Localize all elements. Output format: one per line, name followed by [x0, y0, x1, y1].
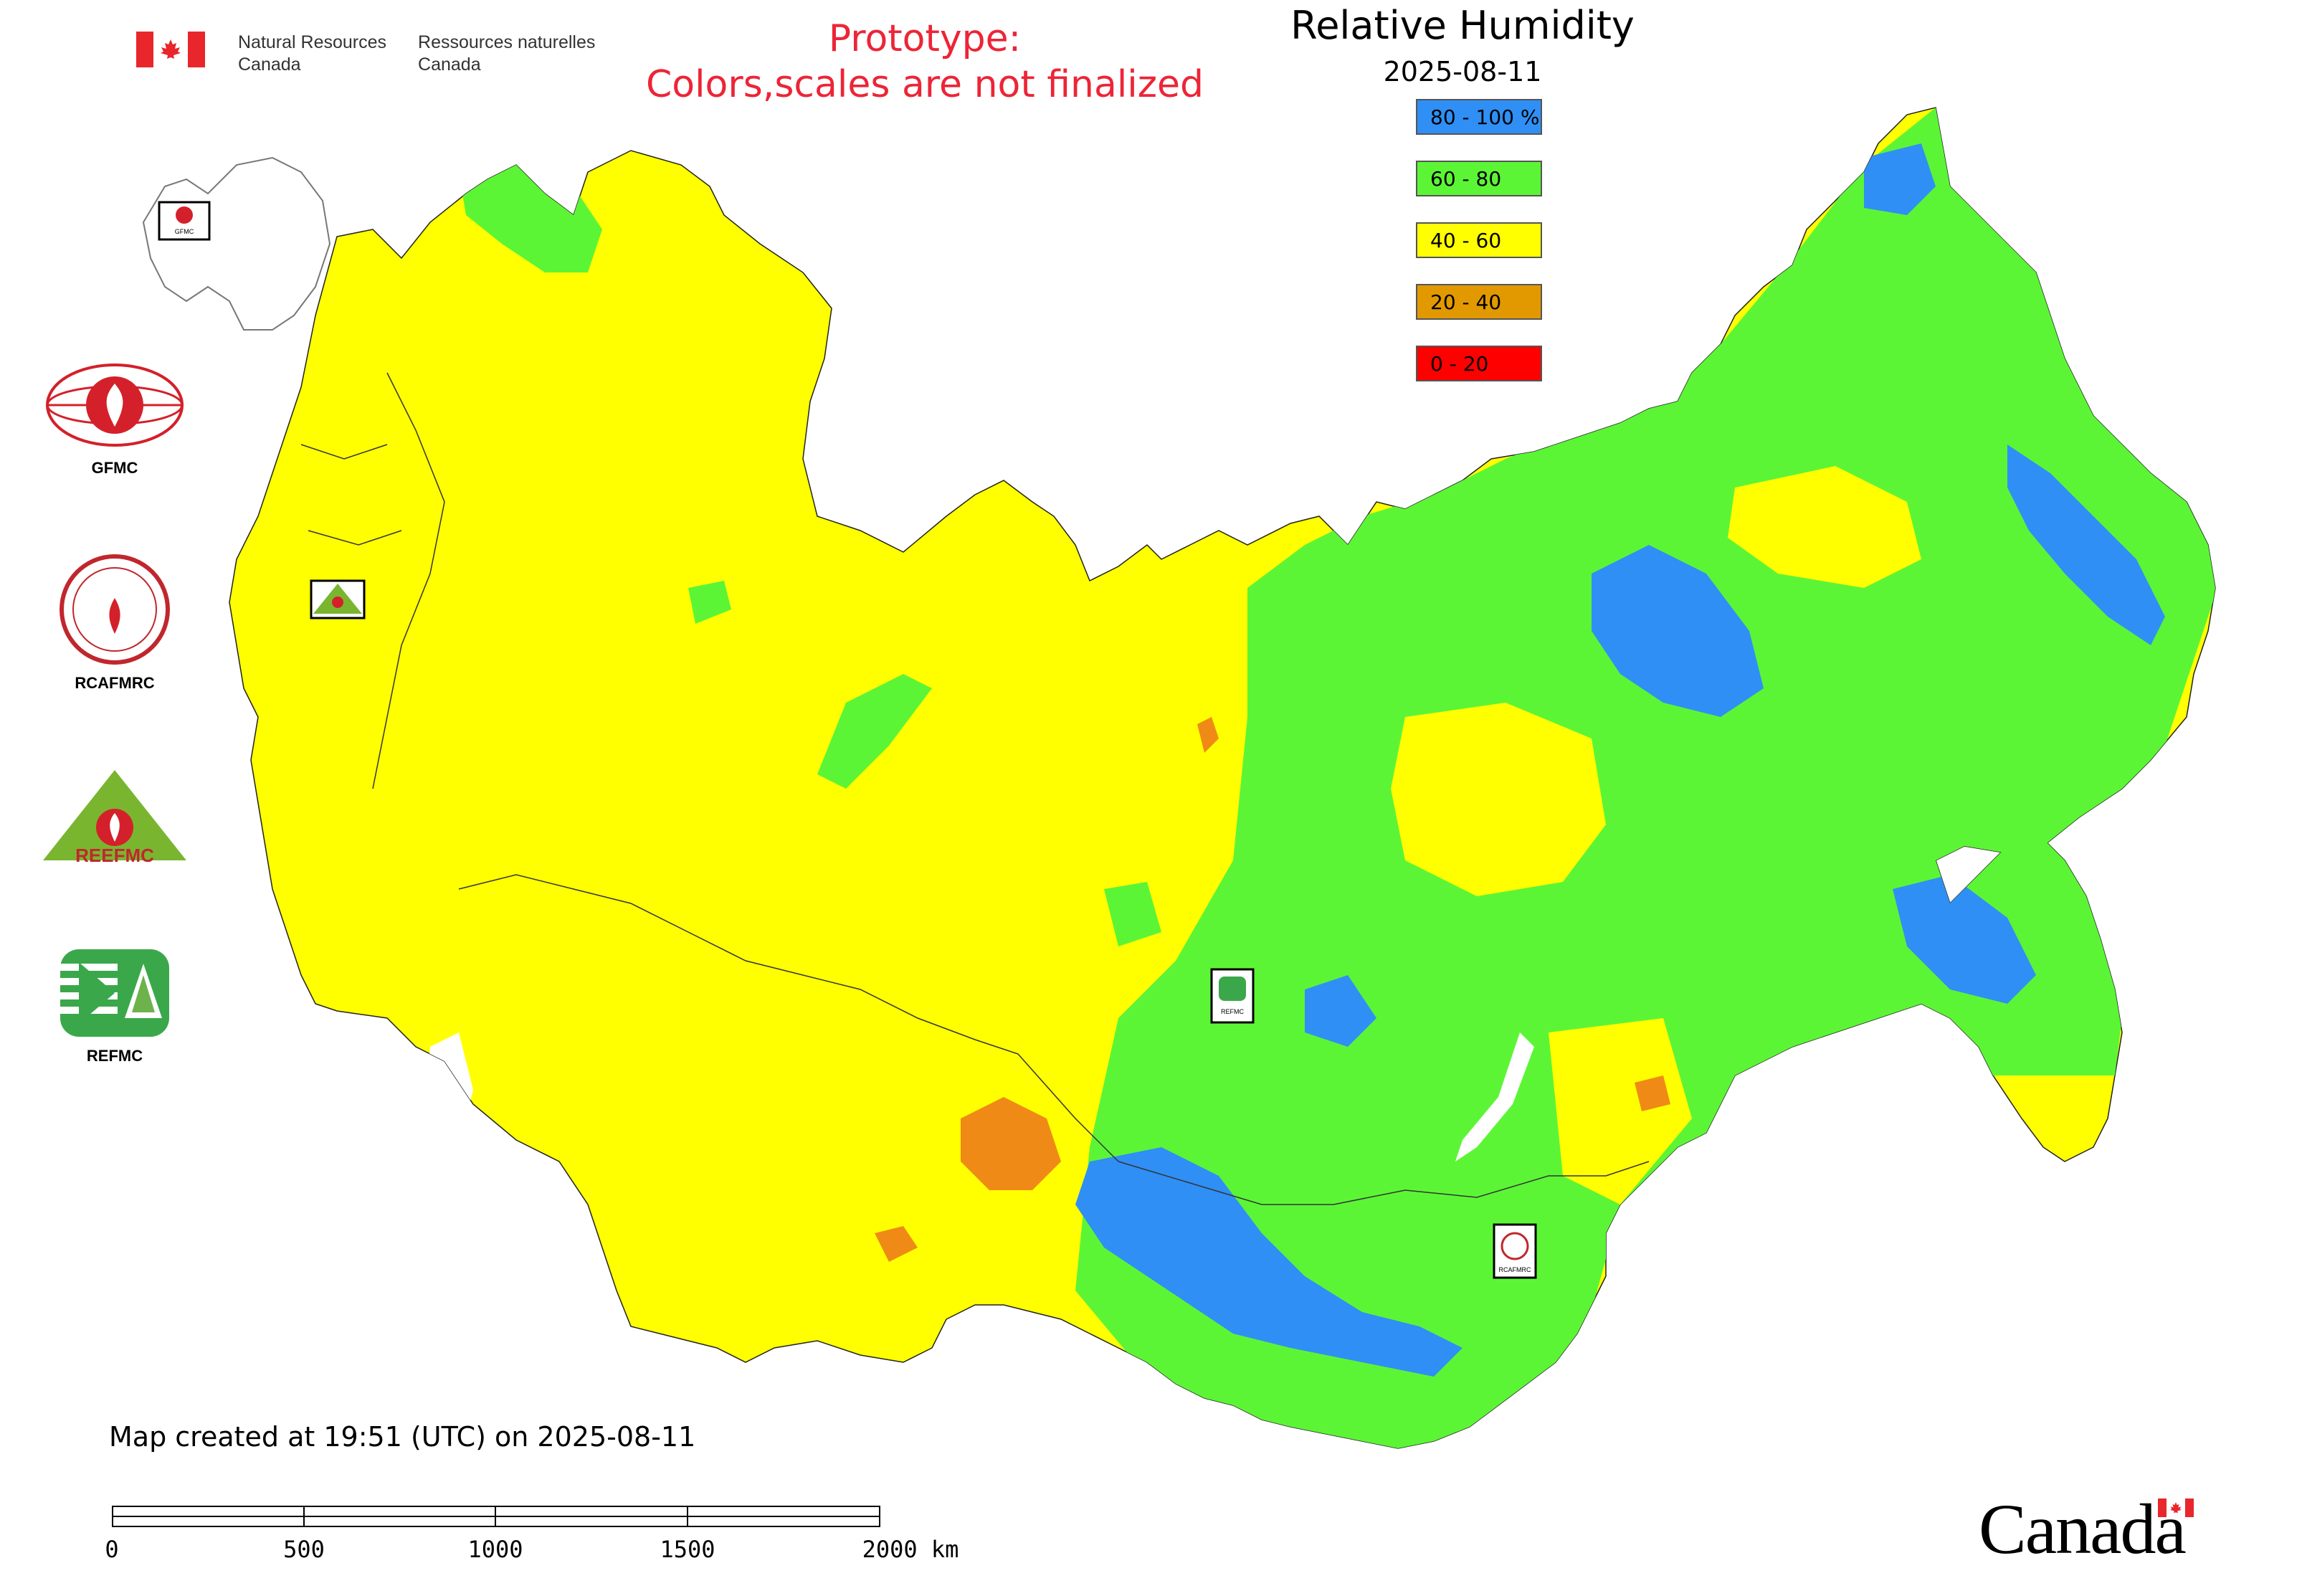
green-zone-east [1075, 108, 2215, 1448]
scandinavia-outline [142, 156, 331, 331]
legend-item-60-80: 60 - 80 [1416, 161, 1542, 196]
gfmc-logo-block[interactable]: GFMC [36, 358, 194, 478]
legend-label: 0 - 20 [1430, 351, 1489, 376]
org-name-en: Natural Resources Canada [238, 32, 387, 75]
gfmc-logo-icon [46, 364, 184, 447]
marker-gfmc-label: GFMC [175, 228, 194, 235]
green-patch-altai [1104, 882, 1161, 946]
canada-flag-icon [136, 32, 205, 67]
gfmc-label: GFMC [91, 459, 138, 477]
marker-reefmc[interactable] [310, 579, 366, 619]
scale-tick-2000: 2000 km [862, 1536, 959, 1563]
blue-zone-central [1305, 975, 1376, 1047]
internal-borders [300, 372, 1650, 1205]
prototype-notice: Prototype: Colors,scales are not finaliz… [617, 16, 1233, 108]
prototype-line-1: Prototype: [828, 17, 1022, 60]
map-created-timestamp: Map created at 19:51 (UTC) on 2025-08-11 [109, 1421, 696, 1453]
legend-label: 20 - 40 [1430, 290, 1502, 314]
refmc-logo-block[interactable]: REFMC [36, 946, 194, 1065]
blue-zone-south [1075, 1147, 1462, 1377]
marker-rcafmrc-label: RCAFMRC [1499, 1266, 1531, 1273]
scale-tick-1000: 1000 [467, 1536, 523, 1563]
legend: 80 - 100 % 60 - 80 40 - 60 20 - 40 0 - 2… [1416, 99, 1542, 407]
scale-tick-0: 0 [105, 1536, 119, 1563]
lake-baikal [1455, 1032, 1534, 1162]
refmc-logo-icon [60, 949, 169, 1037]
marker-gfmc[interactable]: GFMC [158, 201, 211, 241]
blue-zone-amur [1893, 875, 2036, 1004]
legend-item-20-40: 20 - 40 [1416, 284, 1542, 320]
prototype-line-2: Colors,scales are not finalized [645, 63, 1204, 106]
rcafmrc-logo-block[interactable]: RCAFMRC [36, 552, 194, 693]
orange-zone-siberia [1197, 717, 1219, 753]
canada-wordmark: Canada [1979, 1489, 2187, 1569]
blue-zone-chukotka [1864, 143, 1936, 215]
legend-label: 80 - 100 % [1430, 105, 1540, 129]
marker-refmc-label: REFMC [1221, 1008, 1244, 1015]
orange-zone-south [875, 1226, 918, 1262]
blue-zone-northeast [1592, 545, 1764, 717]
green-patch-ob [688, 581, 731, 624]
legend-item-40-60: 40 - 60 [1416, 222, 1542, 258]
reefmc-wordmark: REEFMC [75, 845, 154, 866]
yellow-pocket-south [1549, 1018, 1692, 1205]
legend-item-0-20: 0 - 20 [1416, 346, 1542, 381]
scale-tick-1500: 1500 [660, 1536, 715, 1563]
reefmc-logo-icon: REEFMC [43, 770, 186, 866]
marker-refmc[interactable]: REFMC [1210, 968, 1255, 1024]
org-name-fr: Ressources naturelles Canada [418, 32, 596, 75]
map-date: 2025-08-11 [1383, 56, 1542, 87]
rcafmrc-logo-icon [60, 554, 170, 665]
scale-bar [112, 1506, 880, 1527]
legend-item-80-100: 80 - 100 % [1416, 99, 1542, 135]
orange-zone-transbaikal [1635, 1075, 1670, 1111]
rcafmrc-label: RCAFMRC [75, 674, 155, 692]
scale-labels: 0 500 1000 1500 2000 km [0, 1536, 1004, 1567]
orange-zone-kazakhstan [961, 1097, 1061, 1190]
refmc-label: REFMC [86, 1047, 143, 1065]
reefmc-logo-block[interactable]: REEFMC [36, 767, 194, 878]
legend-label: 40 - 60 [1430, 228, 1502, 252]
green-patch-west-siberia [817, 674, 932, 789]
blue-zone-kamchatka [2007, 445, 2165, 645]
scale-tick-500: 500 [283, 1536, 325, 1563]
marker-rcafmrc[interactable]: RCAFMRC [1493, 1223, 1537, 1279]
canada-wordmark-flag-icon [2158, 1498, 2194, 1517]
yellow-pocket-east [1728, 466, 1921, 588]
map-title: Relative Humidity [1290, 3, 1635, 48]
yellow-pocket-central [1391, 703, 1606, 896]
maple-leaf-icon [161, 39, 181, 59]
government-signature: Natural Resources Canada Ressources natu… [136, 32, 595, 76]
legend-label: 60 - 80 [1430, 166, 1502, 191]
